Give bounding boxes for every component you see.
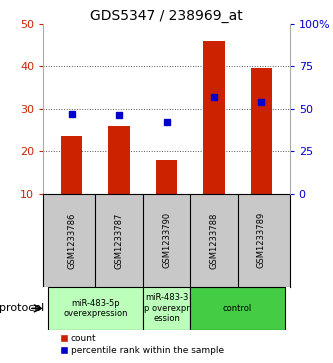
Text: GSM1233786: GSM1233786 (67, 212, 76, 269)
Text: GSM1233789: GSM1233789 (257, 212, 266, 269)
Text: GSM1233787: GSM1233787 (115, 212, 124, 269)
Text: miR-483-5p
overexpression: miR-483-5p overexpression (63, 299, 128, 318)
Bar (143, 287, 190, 330)
Legend: count, percentile rank within the sample: count, percentile rank within the sample (60, 334, 224, 355)
Bar (190, 287, 285, 330)
Text: control: control (223, 304, 252, 313)
Title: GDS5347 / 238969_at: GDS5347 / 238969_at (90, 9, 243, 23)
Bar (156, 160, 177, 193)
Text: GSM1233788: GSM1233788 (209, 212, 218, 269)
Bar (48, 287, 143, 330)
Bar (251, 68, 272, 193)
Bar (109, 126, 130, 193)
Bar (203, 41, 224, 193)
Bar (61, 136, 82, 193)
Text: GSM1233790: GSM1233790 (162, 212, 171, 268)
Text: miR-483-3
p overexpr
ession: miR-483-3 p overexpr ession (144, 293, 189, 323)
Text: protocol: protocol (0, 303, 44, 313)
